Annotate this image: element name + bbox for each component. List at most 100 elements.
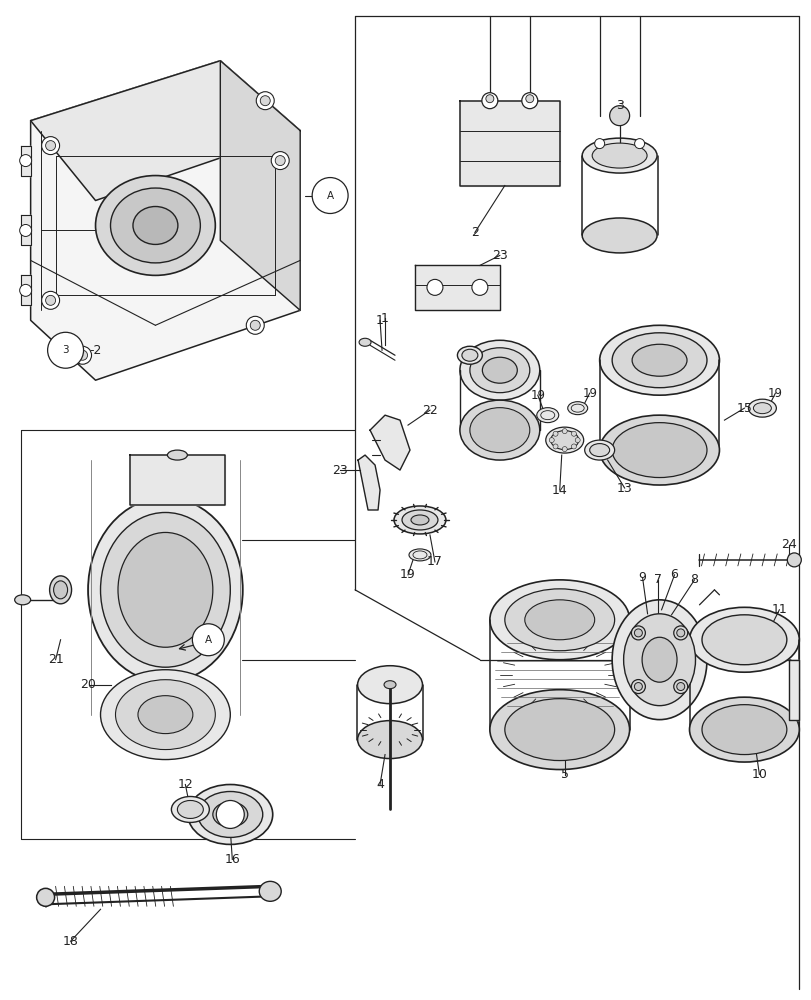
Polygon shape xyxy=(31,61,300,380)
Text: 23: 23 xyxy=(491,249,507,262)
Circle shape xyxy=(41,291,59,309)
Circle shape xyxy=(275,156,285,166)
Ellipse shape xyxy=(118,532,212,647)
Text: 8: 8 xyxy=(689,573,697,586)
Ellipse shape xyxy=(611,333,706,388)
Ellipse shape xyxy=(96,176,215,275)
Circle shape xyxy=(246,316,264,334)
Polygon shape xyxy=(358,455,380,510)
Circle shape xyxy=(631,680,645,694)
Circle shape xyxy=(676,629,684,637)
Ellipse shape xyxy=(198,792,263,837)
Polygon shape xyxy=(220,61,300,310)
Ellipse shape xyxy=(599,325,719,395)
Text: 2: 2 xyxy=(470,226,478,239)
Polygon shape xyxy=(131,455,225,505)
Ellipse shape xyxy=(689,607,798,672)
Ellipse shape xyxy=(702,705,786,755)
Circle shape xyxy=(561,429,567,434)
Circle shape xyxy=(311,178,348,213)
Ellipse shape xyxy=(504,589,614,651)
Ellipse shape xyxy=(470,348,529,393)
Ellipse shape xyxy=(49,576,71,604)
Ellipse shape xyxy=(459,340,539,400)
Circle shape xyxy=(256,92,274,110)
Circle shape xyxy=(676,683,684,691)
Ellipse shape xyxy=(357,721,422,759)
Circle shape xyxy=(192,624,224,656)
Circle shape xyxy=(574,438,580,443)
Polygon shape xyxy=(20,215,31,245)
Ellipse shape xyxy=(611,600,706,720)
Text: 15: 15 xyxy=(736,402,752,415)
Polygon shape xyxy=(414,265,500,310)
Polygon shape xyxy=(20,275,31,305)
Ellipse shape xyxy=(599,415,719,485)
Ellipse shape xyxy=(409,549,431,561)
Text: 1: 1 xyxy=(380,312,388,325)
Circle shape xyxy=(571,444,576,449)
Ellipse shape xyxy=(753,403,770,414)
Ellipse shape xyxy=(631,344,686,376)
Text: 7: 7 xyxy=(653,573,661,586)
Polygon shape xyxy=(20,146,31,176)
Ellipse shape xyxy=(689,697,798,762)
Ellipse shape xyxy=(177,800,203,818)
Text: 20: 20 xyxy=(80,678,97,691)
Text: 4: 4 xyxy=(375,778,384,791)
Ellipse shape xyxy=(748,399,775,417)
Circle shape xyxy=(787,553,800,567)
Ellipse shape xyxy=(187,785,272,844)
Polygon shape xyxy=(31,61,300,201)
Ellipse shape xyxy=(550,431,578,450)
Text: 3: 3 xyxy=(62,345,69,355)
Text: 1: 1 xyxy=(375,314,384,327)
Circle shape xyxy=(250,320,260,330)
Text: 19: 19 xyxy=(767,387,782,400)
Text: 16: 16 xyxy=(224,853,240,866)
Ellipse shape xyxy=(589,444,609,457)
Circle shape xyxy=(41,137,59,155)
Text: 17: 17 xyxy=(427,555,442,568)
Circle shape xyxy=(45,295,55,305)
Circle shape xyxy=(526,95,533,103)
Text: 21: 21 xyxy=(48,653,63,666)
Ellipse shape xyxy=(457,346,482,364)
Polygon shape xyxy=(459,101,559,186)
Circle shape xyxy=(571,431,576,436)
Circle shape xyxy=(673,626,687,640)
Ellipse shape xyxy=(623,614,695,706)
Ellipse shape xyxy=(504,699,614,761)
Text: 13: 13 xyxy=(616,482,632,495)
Ellipse shape xyxy=(384,681,396,689)
Circle shape xyxy=(19,284,32,296)
Text: 23: 23 xyxy=(332,464,348,477)
Ellipse shape xyxy=(536,408,558,423)
Polygon shape xyxy=(788,660,798,720)
Text: 19: 19 xyxy=(581,387,596,400)
Ellipse shape xyxy=(101,512,230,667)
Circle shape xyxy=(609,106,629,126)
Ellipse shape xyxy=(167,450,187,460)
Text: 22: 22 xyxy=(422,404,437,417)
Text: 14: 14 xyxy=(551,484,567,497)
Ellipse shape xyxy=(88,498,242,682)
Circle shape xyxy=(271,152,289,170)
Ellipse shape xyxy=(110,188,200,263)
Ellipse shape xyxy=(393,506,445,534)
Ellipse shape xyxy=(524,600,594,640)
Circle shape xyxy=(485,95,493,103)
Ellipse shape xyxy=(36,888,54,906)
Circle shape xyxy=(521,93,537,109)
Circle shape xyxy=(74,346,92,364)
Circle shape xyxy=(673,680,687,694)
Ellipse shape xyxy=(581,218,656,253)
Circle shape xyxy=(45,141,55,151)
Circle shape xyxy=(633,629,642,637)
Text: 6: 6 xyxy=(670,568,678,581)
Circle shape xyxy=(48,332,84,368)
Text: 11: 11 xyxy=(770,603,787,616)
Text: 9: 9 xyxy=(638,571,646,584)
Ellipse shape xyxy=(259,881,281,901)
Text: 19: 19 xyxy=(530,389,545,402)
